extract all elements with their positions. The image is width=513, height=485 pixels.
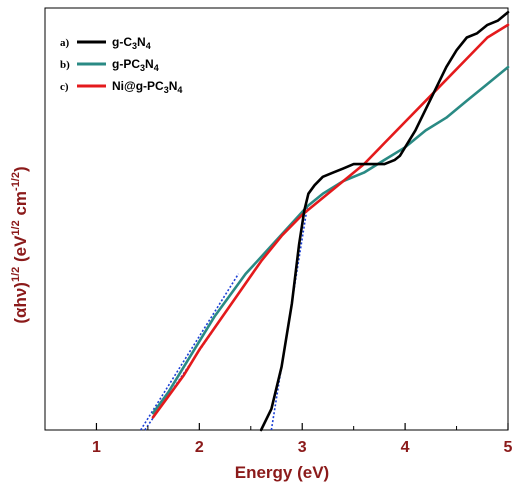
x-tick-label: 4 <box>401 439 410 456</box>
series-layer <box>151 10 510 432</box>
legend-tag: b) <box>60 59 70 71</box>
x-tick-label: 5 <box>504 439 513 456</box>
legend-label: g-PC3N4 <box>112 57 159 73</box>
x-axis-label: Energy (eV) <box>235 463 329 482</box>
plot-area <box>44 7 509 431</box>
legend-tag: a) <box>60 37 70 49</box>
x-tick-label: 3 <box>298 439 307 456</box>
legend: a) g-C3N4 b) g-PC3N4 c) Ni@g-PC3N4 <box>60 35 182 95</box>
legend-label: g-C3N4 <box>112 35 151 51</box>
x-tick-label: 1 <box>92 439 101 456</box>
series-line-ni-g-pc3n4 <box>151 23 510 419</box>
legend-label: Ni@g-PC3N4 <box>112 79 182 95</box>
plot-frame <box>44 7 509 431</box>
x-tick-label: 2 <box>195 439 204 456</box>
series-line-g-c3n4 <box>259 10 510 432</box>
x-axis-ticks: 1 2 3 4 5 <box>44 423 513 456</box>
y-axis-label-text: (αhν)1/2 (eV1/2 cm-1/2) <box>10 166 30 323</box>
series-line-g-pc3n4 <box>151 65 510 415</box>
y-axis-label: (αhν)1/2 (eV1/2 cm-1/2) <box>10 166 30 323</box>
legend-tag: c) <box>60 81 69 93</box>
fit-line-g-pc3n4 <box>140 273 240 431</box>
